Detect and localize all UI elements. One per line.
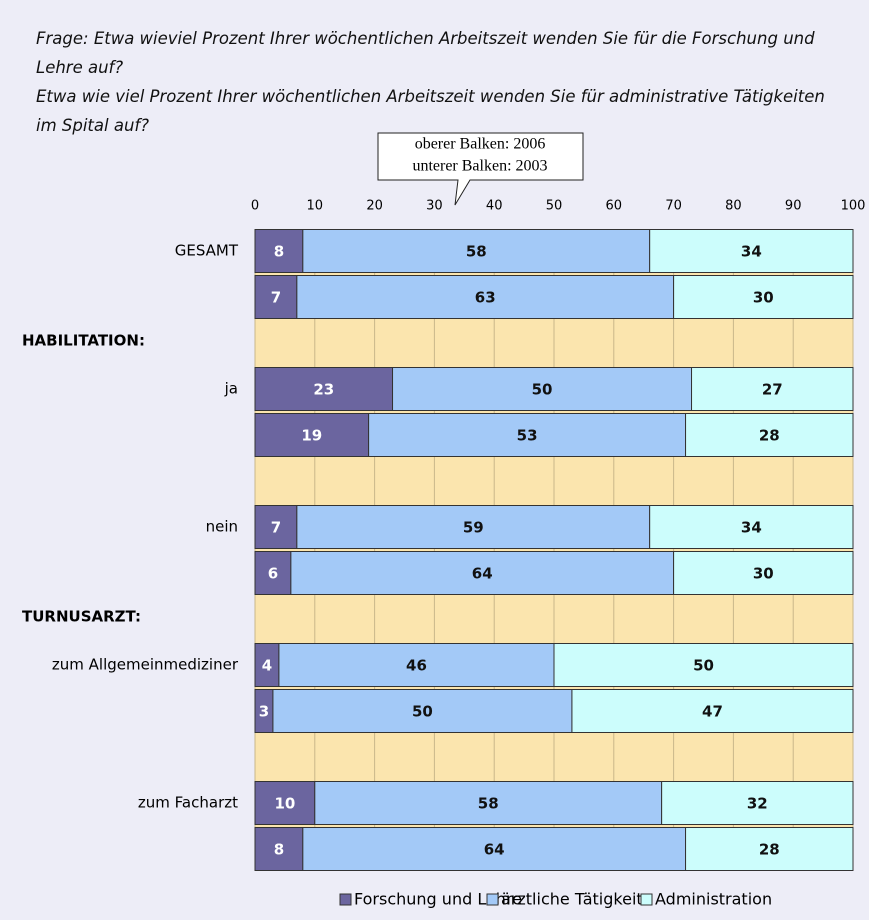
- data-label: 58: [466, 243, 487, 261]
- y-tick-label: nein: [206, 518, 238, 536]
- bar-segment: [254, 229, 304, 273]
- bar-segment: [685, 413, 854, 457]
- bar-segment: [254, 505, 298, 549]
- legend-label: Forschung und Lehre: [354, 890, 522, 909]
- callout-box: [377, 132, 584, 206]
- legend-swatch: [640, 893, 653, 906]
- bar-segment: [571, 689, 854, 733]
- x-tick-label: 100: [841, 199, 866, 214]
- bar-segment: [649, 229, 854, 273]
- bar-segment: [649, 505, 854, 549]
- data-label: 6: [268, 565, 278, 583]
- bar-segment: [673, 275, 854, 319]
- bar-segment: [296, 505, 651, 549]
- x-tick-label: 50: [546, 199, 563, 214]
- bar-segment: [302, 827, 687, 871]
- y-tick-label: zum Allgemeinmediziner: [52, 656, 239, 674]
- data-label: 34: [741, 243, 762, 261]
- annotation: unterer Balken: 2003: [412, 158, 547, 175]
- data-label: 7: [271, 519, 281, 537]
- data-label: 50: [693, 657, 714, 675]
- data-label: 53: [517, 427, 538, 445]
- title-line: Etwa wie viel Prozent Ihrer wöchentliche…: [36, 87, 825, 135]
- data-label: 30: [753, 289, 774, 307]
- annotation: oberer Balken: 2006: [415, 136, 546, 153]
- chart-title: Frage: Etwa wieviel Prozent Ihrer wöchen…: [36, 24, 846, 140]
- bar-segment: [685, 827, 854, 871]
- bar-segment: [290, 551, 675, 595]
- bar-segment: [661, 781, 854, 825]
- y-tick-label: ja: [224, 380, 238, 398]
- x-tick-label: 0: [251, 199, 259, 214]
- data-label: 32: [747, 795, 768, 813]
- bar-segment: [673, 551, 854, 595]
- data-label: 3: [259, 703, 269, 721]
- data-label: 7: [271, 289, 281, 307]
- data-label: 8: [274, 841, 284, 859]
- bar-segment: [368, 413, 687, 457]
- bar-segment: [278, 643, 555, 687]
- data-label: 27: [762, 381, 783, 399]
- legend-swatch: [486, 893, 499, 906]
- x-tick-label: 60: [606, 199, 623, 214]
- legend-label: ärztliche Tätigkeit: [501, 890, 643, 909]
- bar-segment: [302, 229, 651, 273]
- legend-label: Administration: [655, 890, 772, 909]
- data-label: 59: [463, 519, 484, 537]
- bar-segment: [553, 643, 854, 687]
- bar-segment: [254, 367, 394, 411]
- data-label: 64: [484, 841, 505, 859]
- data-label: 23: [313, 381, 334, 399]
- bar-segment: [254, 413, 370, 457]
- data-label: 34: [741, 519, 762, 537]
- bar-segment: [691, 367, 854, 411]
- x-tick-label: 20: [366, 199, 383, 214]
- x-tick-label: 90: [785, 199, 802, 214]
- data-label: 30: [753, 565, 774, 583]
- data-label: 4: [262, 657, 272, 675]
- data-label: 50: [532, 381, 553, 399]
- title-line: Frage: Etwa wieviel Prozent Ihrer wöchen…: [36, 29, 815, 77]
- data-label: 19: [301, 427, 322, 445]
- x-tick-label: 40: [486, 199, 503, 214]
- data-label: 47: [702, 703, 723, 721]
- data-label: 28: [759, 427, 780, 445]
- data-label: 46: [406, 657, 427, 675]
- group-label: TURNUSARZT:: [22, 608, 141, 626]
- bar-segment: [254, 781, 316, 825]
- bar-segment: [296, 275, 675, 319]
- y-tick-label: GESAMT: [175, 242, 239, 260]
- data-label: 63: [475, 289, 496, 307]
- data-label: 28: [759, 841, 780, 859]
- data-label: 58: [478, 795, 499, 813]
- group-label: HABILITATION:: [22, 332, 145, 350]
- x-tick-label: 80: [725, 199, 742, 214]
- bar-segment: [272, 689, 573, 733]
- data-label: 10: [274, 795, 295, 813]
- x-tick-label: 30: [426, 199, 443, 214]
- legend-swatch: [339, 893, 352, 906]
- data-label: 64: [472, 565, 493, 583]
- x-tick-label: 70: [665, 199, 682, 214]
- y-tick-label: zum Facharzt: [138, 794, 238, 812]
- data-label: 50: [412, 703, 433, 721]
- x-tick-label: 10: [307, 199, 324, 214]
- bar-segment: [254, 827, 304, 871]
- data-label: 8: [274, 243, 284, 261]
